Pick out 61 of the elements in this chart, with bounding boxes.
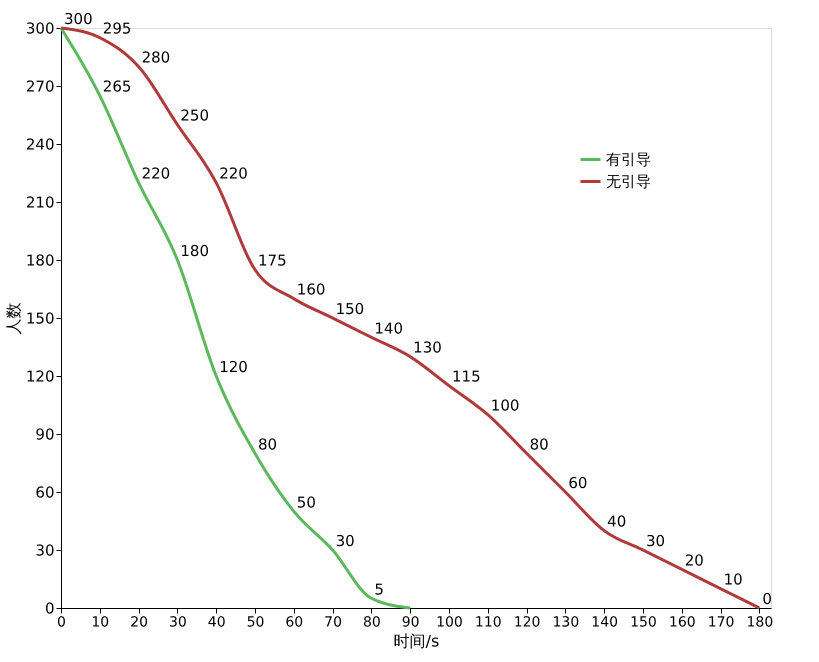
x-tick-label: 20 <box>130 614 148 630</box>
data-label: 20 <box>684 551 704 570</box>
data-label: 100 <box>490 396 520 415</box>
x-tick-label: 30 <box>168 614 187 630</box>
data-label: 30 <box>646 532 666 550</box>
x-tick-label: 120 <box>514 614 540 630</box>
y-tick-label: 30 <box>35 542 54 560</box>
y-tick-label: 0 <box>44 600 54 618</box>
y-tick-label: 150 <box>26 310 54 328</box>
x-tick-label: 80 <box>362 614 381 630</box>
data-label: 280 <box>142 48 170 67</box>
x-tick-label: 60 <box>285 614 304 630</box>
y-tick-label: 270 <box>26 78 54 96</box>
data-label: 265 <box>102 78 132 96</box>
y-tick-label: 240 <box>26 136 54 154</box>
x-tick-label: 140 <box>591 614 618 630</box>
data-label: 5 <box>374 580 384 598</box>
y-tick-label: 300 <box>26 20 54 38</box>
data-label: 50 <box>296 493 316 512</box>
y-tick-label: 180 <box>26 252 54 270</box>
y-tick-label: 210 <box>26 194 54 212</box>
x-tick-label: 90 <box>402 614 420 630</box>
y-tick-label: 120 <box>26 368 54 386</box>
data-label: 60 <box>568 474 588 492</box>
data-label: 180 <box>180 242 210 260</box>
data-label: 10 <box>724 570 743 589</box>
data-label: 150 <box>336 300 364 318</box>
x-tick-label: 40 <box>208 614 226 630</box>
x-tick-label: 130 <box>552 614 580 630</box>
data-label: 80 <box>258 435 278 454</box>
data-label: 300 <box>64 10 93 28</box>
data-label: 140 <box>374 319 404 338</box>
x-tick-label: 70 <box>324 614 342 630</box>
data-label: 250 <box>180 106 210 125</box>
data-label: 130 <box>413 338 442 357</box>
data-label: 40 <box>607 512 626 531</box>
data-label: 115 <box>452 368 481 386</box>
data-label: 175 <box>258 252 287 270</box>
x-axis-title: 时间/s <box>394 632 440 650</box>
data-label: 160 <box>296 280 326 299</box>
data-label: 220 <box>142 164 170 183</box>
x-tick-label: 50 <box>246 614 264 630</box>
x-tick-label: 160 <box>668 614 696 630</box>
x-tick-label: 100 <box>436 614 463 630</box>
legend-label: 有引导 <box>606 150 651 168</box>
x-tick-label: 180 <box>746 614 774 630</box>
data-label: 295 <box>102 20 132 38</box>
data-label: 0 <box>762 590 772 608</box>
x-tick-label: 150 <box>630 614 657 630</box>
x-tick-label: 110 <box>474 614 502 630</box>
legend-label: 无引导 <box>606 172 651 190</box>
y-axis-title: 人数 <box>4 302 23 334</box>
y-tick-label: 90 <box>35 426 54 444</box>
data-label: 220 <box>219 164 248 183</box>
data-label: 30 <box>336 532 355 550</box>
x-tick-label: 0 <box>57 614 66 630</box>
x-tick-label: 170 <box>708 614 734 630</box>
y-tick-label: 60 <box>35 484 54 502</box>
data-label: 80 <box>530 435 549 454</box>
data-label: 120 <box>219 358 248 376</box>
x-tick-label: 10 <box>91 614 110 630</box>
